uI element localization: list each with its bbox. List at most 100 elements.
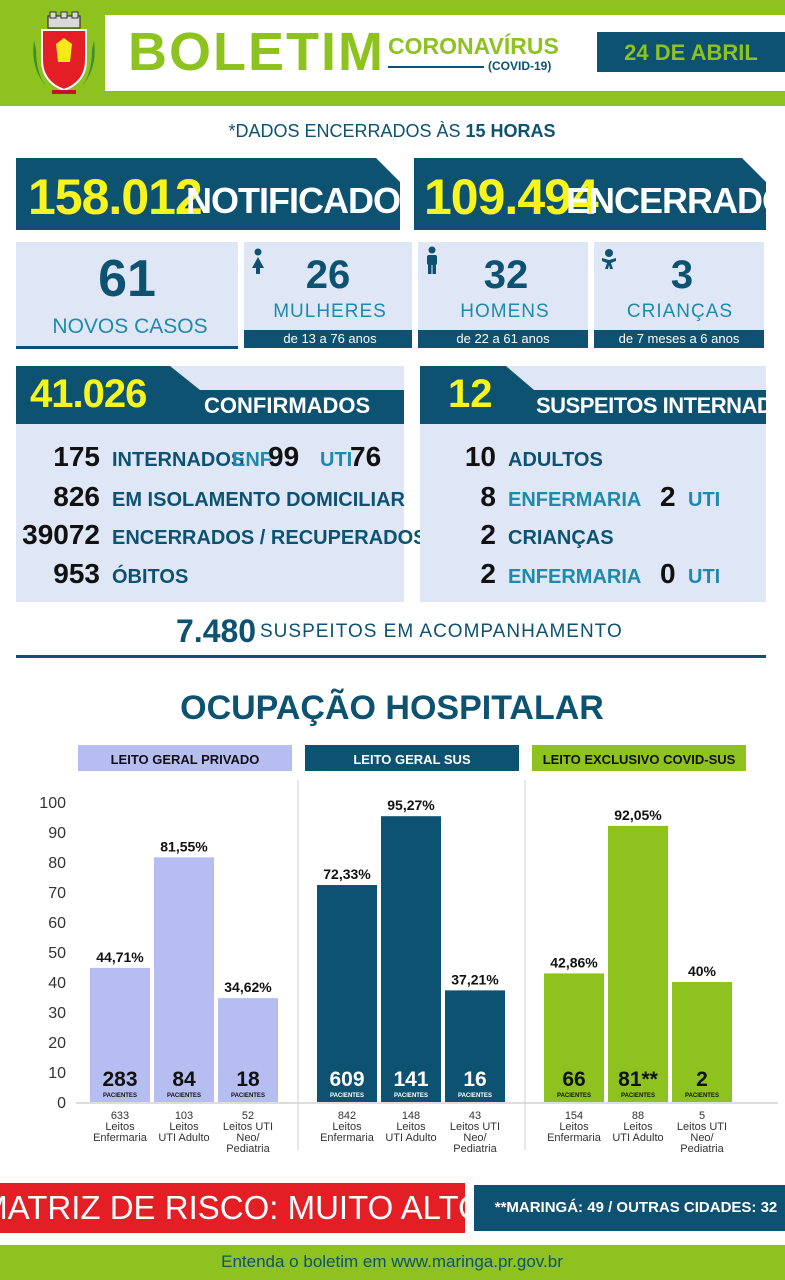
deaths-value: 953	[53, 558, 100, 589]
bar-bed-count: 103	[175, 1110, 193, 1122]
hospitalized-label: INTERNADOS	[112, 449, 245, 471]
coronavirus-underline	[388, 66, 484, 68]
bar-patient-unit: PACIENTES	[621, 1093, 655, 1099]
bar-bed-count: 148	[402, 1110, 420, 1122]
recovered-label: ENCERRADOS / RECUPERADOS	[112, 527, 427, 549]
bar-patient-count: 18	[236, 1068, 260, 1091]
bar-patient-unit: PACIENTES	[458, 1093, 492, 1099]
risk-label: MATRIZ DE RISCO: MUITO ALTO	[0, 1189, 484, 1226]
children-range-bar	[594, 330, 764, 348]
bar	[544, 973, 604, 1102]
group-header-label: LEITO EXCLUSIVO COVID-SUS	[543, 752, 736, 767]
bar-bed-count: 154	[565, 1110, 583, 1122]
bar	[218, 998, 278, 1102]
suspects-label: SUSPEITOS INTERNADOS	[536, 393, 785, 418]
group-header-label: LEITO GERAL PRIVADO	[111, 752, 260, 767]
bar-patient-unit: PACIENTES	[103, 1093, 137, 1099]
y-tick-label: 90	[48, 825, 66, 842]
adults-value: 10	[464, 441, 496, 472]
data-cutoff-note: *DADOS ENCERRADOS ÀS 15 HORAS	[228, 120, 555, 142]
bar-category-label: Enfermaria	[547, 1132, 602, 1144]
risk-note: **MARINGÁ: 49 / OUTRAS CIDADES: 32	[494, 1199, 778, 1216]
covid-19-label: (COVID-19)	[488, 59, 552, 73]
bar-category-label: Leitos UTI	[677, 1121, 727, 1133]
bulletin-title: BOLETIM	[128, 22, 385, 82]
children-susp-label: CRIANÇAS	[508, 527, 614, 549]
footer-bar	[0, 1245, 785, 1280]
women-label: MULHERES	[273, 301, 387, 322]
bar-patient-count: 141	[393, 1068, 428, 1091]
children-ward-label: ENFERMARIA	[508, 566, 642, 588]
bar-bed-count: 842	[338, 1110, 356, 1122]
bar-value-label: 92,05%	[614, 807, 662, 823]
bar-patient-count: 84	[172, 1068, 196, 1091]
bar-bed-count: 88	[632, 1110, 644, 1122]
y-tick-label: 70	[48, 885, 66, 902]
bar-value-label: 34,62%	[224, 979, 272, 995]
ward-label: ENF.	[232, 449, 276, 471]
bar-value-label: 42,86%	[550, 954, 598, 970]
y-tick-label: 30	[48, 1005, 66, 1022]
bar-patient-count: 2	[696, 1068, 708, 1091]
data-cutoff-hour: 15 HORAS	[465, 121, 556, 141]
children-ward-value: 2	[480, 558, 496, 589]
man-icon	[427, 246, 437, 274]
group-header-label: LEITO GERAL SUS	[353, 752, 471, 767]
y-tick-label: 10	[48, 1065, 66, 1082]
bar-patient-unit: PACIENTES	[231, 1093, 265, 1099]
bar-category-label: Leitos	[332, 1121, 362, 1133]
hospital-occupancy-chart: 0 10 20 30 40 50 60 70 80 90 100 LEITO GERAL PRIVAD…	[39, 745, 778, 1155]
y-tick-label: 40	[48, 975, 66, 992]
notified-label: NOTIFICADOS	[186, 180, 424, 221]
bar-patient-count: 283	[102, 1068, 137, 1091]
bar-category-label: Leitos	[623, 1121, 653, 1133]
adults-icu-value: 2	[660, 481, 676, 512]
risk-banner	[0, 1183, 465, 1233]
bar-value-label: 40%	[688, 963, 717, 979]
bar-category-label: UTI Adulto	[612, 1132, 663, 1144]
bar	[608, 825, 668, 1102]
new-cases-card	[16, 242, 238, 349]
city-crest-icon	[33, 11, 95, 94]
bar-bed-count: 52	[242, 1110, 254, 1122]
notified-panel	[16, 158, 400, 230]
men-label: HOMENS	[460, 301, 550, 322]
bar-patient-unit: PACIENTES	[394, 1093, 428, 1099]
bar-bed-count: 5	[699, 1110, 705, 1122]
adults-icu-label: UTI	[688, 489, 721, 511]
adults-label: ADULTOS	[508, 449, 603, 471]
bar-category-label: Leitos UTI	[223, 1121, 273, 1133]
bar	[672, 982, 732, 1102]
bar-category-label: Pediatria	[680, 1143, 724, 1155]
adults-ward-value: 8	[480, 481, 496, 512]
men-range-bar	[418, 330, 588, 348]
deaths-label: ÓBITOS	[112, 566, 189, 588]
women-range: de 13 a 76 anos	[283, 331, 377, 346]
date-label: 24 DE ABRIL	[624, 40, 758, 65]
group-header	[78, 745, 292, 771]
footer-text: Entenda o boletim em www.maringa.pr.gov.…	[221, 1252, 563, 1271]
bar-patient-count: 81**	[618, 1068, 659, 1091]
bar-patient-unit: PACIENTES	[330, 1093, 364, 1099]
children-value: 3	[670, 253, 694, 297]
bar-category-label: Enfermaria	[93, 1132, 148, 1144]
bar-category-label: Neo/	[463, 1132, 487, 1144]
date-badge	[597, 32, 785, 72]
recovered-value: 39072	[22, 519, 100, 550]
bar-patient-unit: PACIENTES	[685, 1093, 719, 1099]
home-isolation-value: 826	[53, 481, 100, 512]
group-header	[532, 745, 746, 771]
bar-bed-count: 633	[111, 1110, 129, 1122]
children-range: de 7 meses a 6 anos	[618, 331, 740, 346]
suspects-value: 12	[448, 372, 493, 416]
bar-category-label: UTI Adulto	[385, 1132, 436, 1144]
data-cutoff-prefix: *DADOS ENCERRADOS ÀS	[228, 121, 466, 141]
bar-value-label: 44,71%	[96, 949, 144, 965]
bar	[90, 967, 150, 1102]
y-tick-label: 60	[48, 915, 66, 932]
bar-patient-unit: PACIENTES	[557, 1093, 591, 1099]
y-tick-label: 50	[48, 945, 66, 962]
bar-value-label: 37,21%	[451, 971, 499, 987]
bar-category-label: Neo/	[236, 1132, 260, 1144]
bar-patient-count: 16	[463, 1068, 486, 1091]
